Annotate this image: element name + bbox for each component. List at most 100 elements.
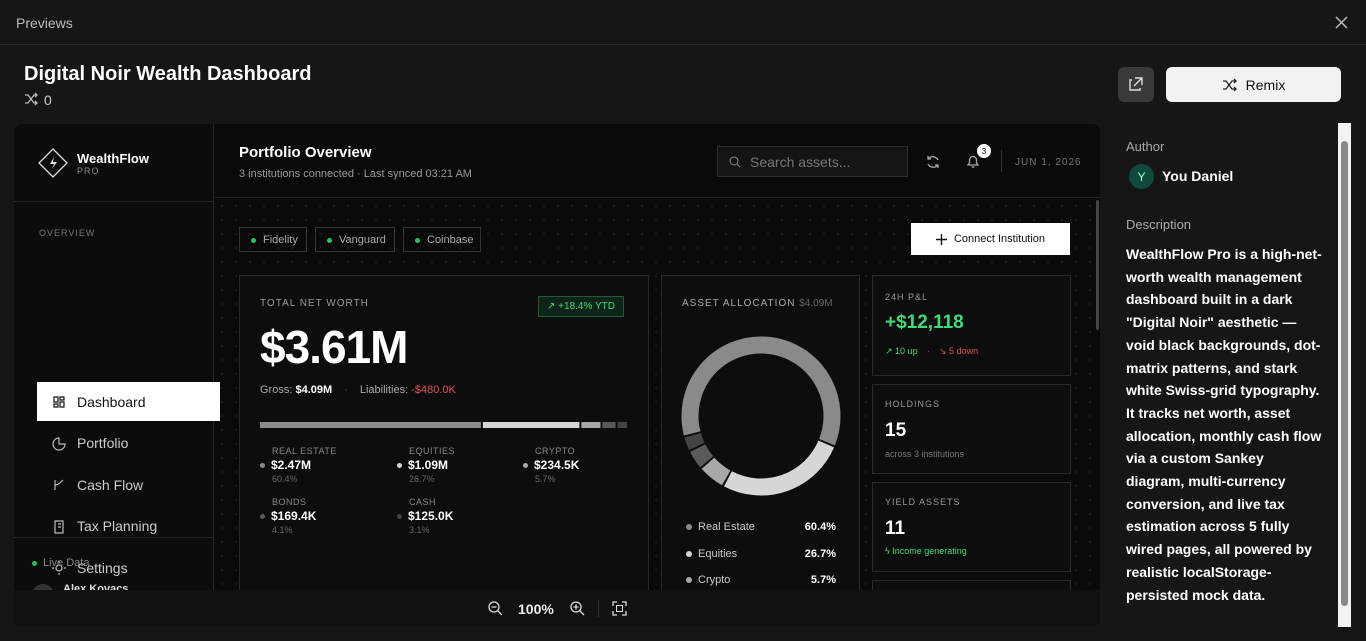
donut-segment bbox=[681, 336, 841, 446]
brand-name: WealthFlow bbox=[77, 151, 149, 166]
asset-share: 5.7% bbox=[535, 474, 556, 484]
asset-amount-text: $2.47M bbox=[271, 458, 312, 472]
asset-dot bbox=[260, 514, 265, 520]
holdings-value: 15 bbox=[885, 420, 907, 441]
description-text: WealthFlow Pro is a high-net-worth wealt… bbox=[1126, 246, 1322, 603]
legend-name: Real Estate bbox=[698, 521, 755, 533]
legend-row: Crypto 5.7% bbox=[686, 574, 836, 586]
asset-share: 60.4% bbox=[272, 474, 298, 484]
live-status: Live Data bbox=[32, 557, 89, 569]
connect-button[interactable]: Connect Institution bbox=[911, 223, 1070, 255]
brand-tier: PRO bbox=[77, 166, 100, 176]
asset-amount: $234.5K bbox=[523, 458, 579, 472]
remix-button[interactable]: Remix bbox=[1166, 67, 1341, 102]
extra-card bbox=[872, 580, 1071, 590]
legend-share: 26.7% bbox=[804, 547, 836, 560]
open-external-button[interactable] bbox=[1118, 67, 1154, 102]
zoom-in[interactable] bbox=[570, 601, 585, 616]
asset-dot bbox=[397, 463, 402, 469]
scroll-thumb[interactable] bbox=[1341, 141, 1348, 606]
search-placeholder: Search assets... bbox=[750, 154, 851, 170]
zoom-level: 100% bbox=[518, 601, 554, 617]
yield-card: YIELD ASSETS 11 ϟ Income generating bbox=[872, 482, 1071, 572]
pnl-down-text: 5 down bbox=[949, 346, 979, 356]
asset-name: Bonds bbox=[272, 497, 307, 507]
yield-note: ϟ Income generating bbox=[885, 546, 967, 556]
asset-share: 3.1% bbox=[409, 525, 430, 535]
author-heading: Author bbox=[1126, 139, 1165, 154]
app-header: Portfolio Overview 3 institutions connec… bbox=[215, 124, 1100, 198]
modal-title: Previews bbox=[16, 15, 73, 31]
asset-amount-text: $169.4K bbox=[271, 509, 317, 523]
nav-icon-shape bbox=[52, 436, 66, 451]
close-button[interactable] bbox=[1335, 16, 1348, 29]
asset-amount: $2.47M bbox=[260, 458, 337, 472]
gross-label: Gross: bbox=[260, 384, 293, 396]
allocation-title: ASSET ALLOCATION bbox=[682, 298, 796, 309]
asset-share: 4.1% bbox=[272, 525, 293, 535]
fit-screen[interactable] bbox=[612, 601, 627, 616]
nav-icon-shape bbox=[53, 396, 65, 408]
pnl-up-text: 10 up bbox=[895, 346, 918, 356]
allocation-bar bbox=[260, 422, 627, 428]
ytd-change: ↗ +18.4% YTD bbox=[538, 296, 624, 317]
net-worth-value: $3.61M bbox=[260, 321, 408, 373]
nav-item[interactable]: Cash Flow bbox=[37, 465, 220, 504]
allocation-total: $4.09M bbox=[799, 298, 833, 309]
asset-amount-text: $1.09M bbox=[408, 458, 449, 472]
nav-icon-shape bbox=[54, 519, 64, 534]
legend-name: Crypto bbox=[698, 574, 731, 586]
pnl-value: +$12,118 bbox=[885, 312, 964, 333]
remix-icon bbox=[25, 92, 38, 106]
asset-amount-text: $234.5K bbox=[534, 458, 580, 472]
nav-item[interactable]: Settings bbox=[37, 548, 220, 587]
notification-badge: 3 bbox=[977, 144, 991, 158]
remix-label: Remix bbox=[1245, 76, 1286, 93]
institution-chip[interactable]: Fidelity bbox=[239, 227, 307, 252]
author-avatar: Y bbox=[1129, 164, 1154, 189]
brand-logo bbox=[38, 148, 68, 178]
nav-section: OVERVIEW bbox=[39, 228, 96, 238]
allocation-segment bbox=[581, 422, 601, 428]
zoom-out[interactable] bbox=[488, 601, 503, 616]
live-label: Live Data bbox=[43, 557, 90, 569]
ytd-change-text: +18.4% YTD bbox=[558, 301, 615, 312]
scrollbar bbox=[1338, 123, 1351, 627]
donut-chart bbox=[681, 336, 841, 496]
holdings-label: HOLDINGS bbox=[885, 399, 941, 409]
allocation-segment bbox=[617, 422, 627, 428]
app-sidebar: WealthFlow PRO OVERVIEW Dashboard Portfol… bbox=[14, 124, 220, 627]
date: JUN 1, 2026 bbox=[1015, 157, 1082, 168]
donut-segment bbox=[723, 440, 835, 496]
asset-dot bbox=[523, 463, 528, 469]
top-bar: Previews bbox=[0, 0, 1366, 45]
yield-value: 11 bbox=[885, 518, 906, 539]
nav-item[interactable]: Portfolio bbox=[37, 424, 220, 463]
nav-icon bbox=[54, 479, 64, 490]
refresh-button[interactable] bbox=[925, 154, 941, 170]
content-layer: Fidelity Vanguard Coinbase Connect Institu… bbox=[239, 223, 1071, 590]
liabilities-label: Liabilities: bbox=[359, 384, 409, 396]
notifications-button[interactable] bbox=[965, 153, 981, 169]
nav-item[interactable]: Dashboard bbox=[37, 382, 220, 421]
search-box[interactable]: Search assets... bbox=[717, 146, 908, 177]
institution-chip[interactable]: Vanguard bbox=[315, 227, 395, 252]
donut-segment bbox=[701, 457, 731, 486]
net-worth-card: TOTAL NET WORTH ↗ +18.4% YTD $3.61M Gros… bbox=[239, 275, 649, 590]
legend-share: 60.4% bbox=[804, 521, 836, 533]
page-subtitle: 3 institutions connected · Last synced 0… bbox=[239, 168, 472, 180]
legend-dot bbox=[686, 550, 692, 557]
nav-icon-shape bbox=[54, 479, 64, 490]
yield-label: YIELD ASSETS bbox=[885, 497, 961, 507]
yield-note-text: Income generating bbox=[892, 546, 967, 556]
allocation-segment bbox=[260, 422, 481, 428]
institution-chip[interactable]: Coinbase bbox=[403, 227, 481, 252]
nav-item[interactable]: Tax Planning bbox=[37, 507, 220, 546]
description-heading: Description bbox=[1126, 217, 1192, 232]
nav-icon bbox=[52, 436, 66, 451]
allocation-segment bbox=[602, 422, 616, 428]
author-name: You Daniel bbox=[1162, 168, 1234, 184]
holdings-card: HOLDINGS 15 across 3 institutions bbox=[872, 384, 1071, 474]
zoom-bar: 100% bbox=[14, 590, 1100, 627]
